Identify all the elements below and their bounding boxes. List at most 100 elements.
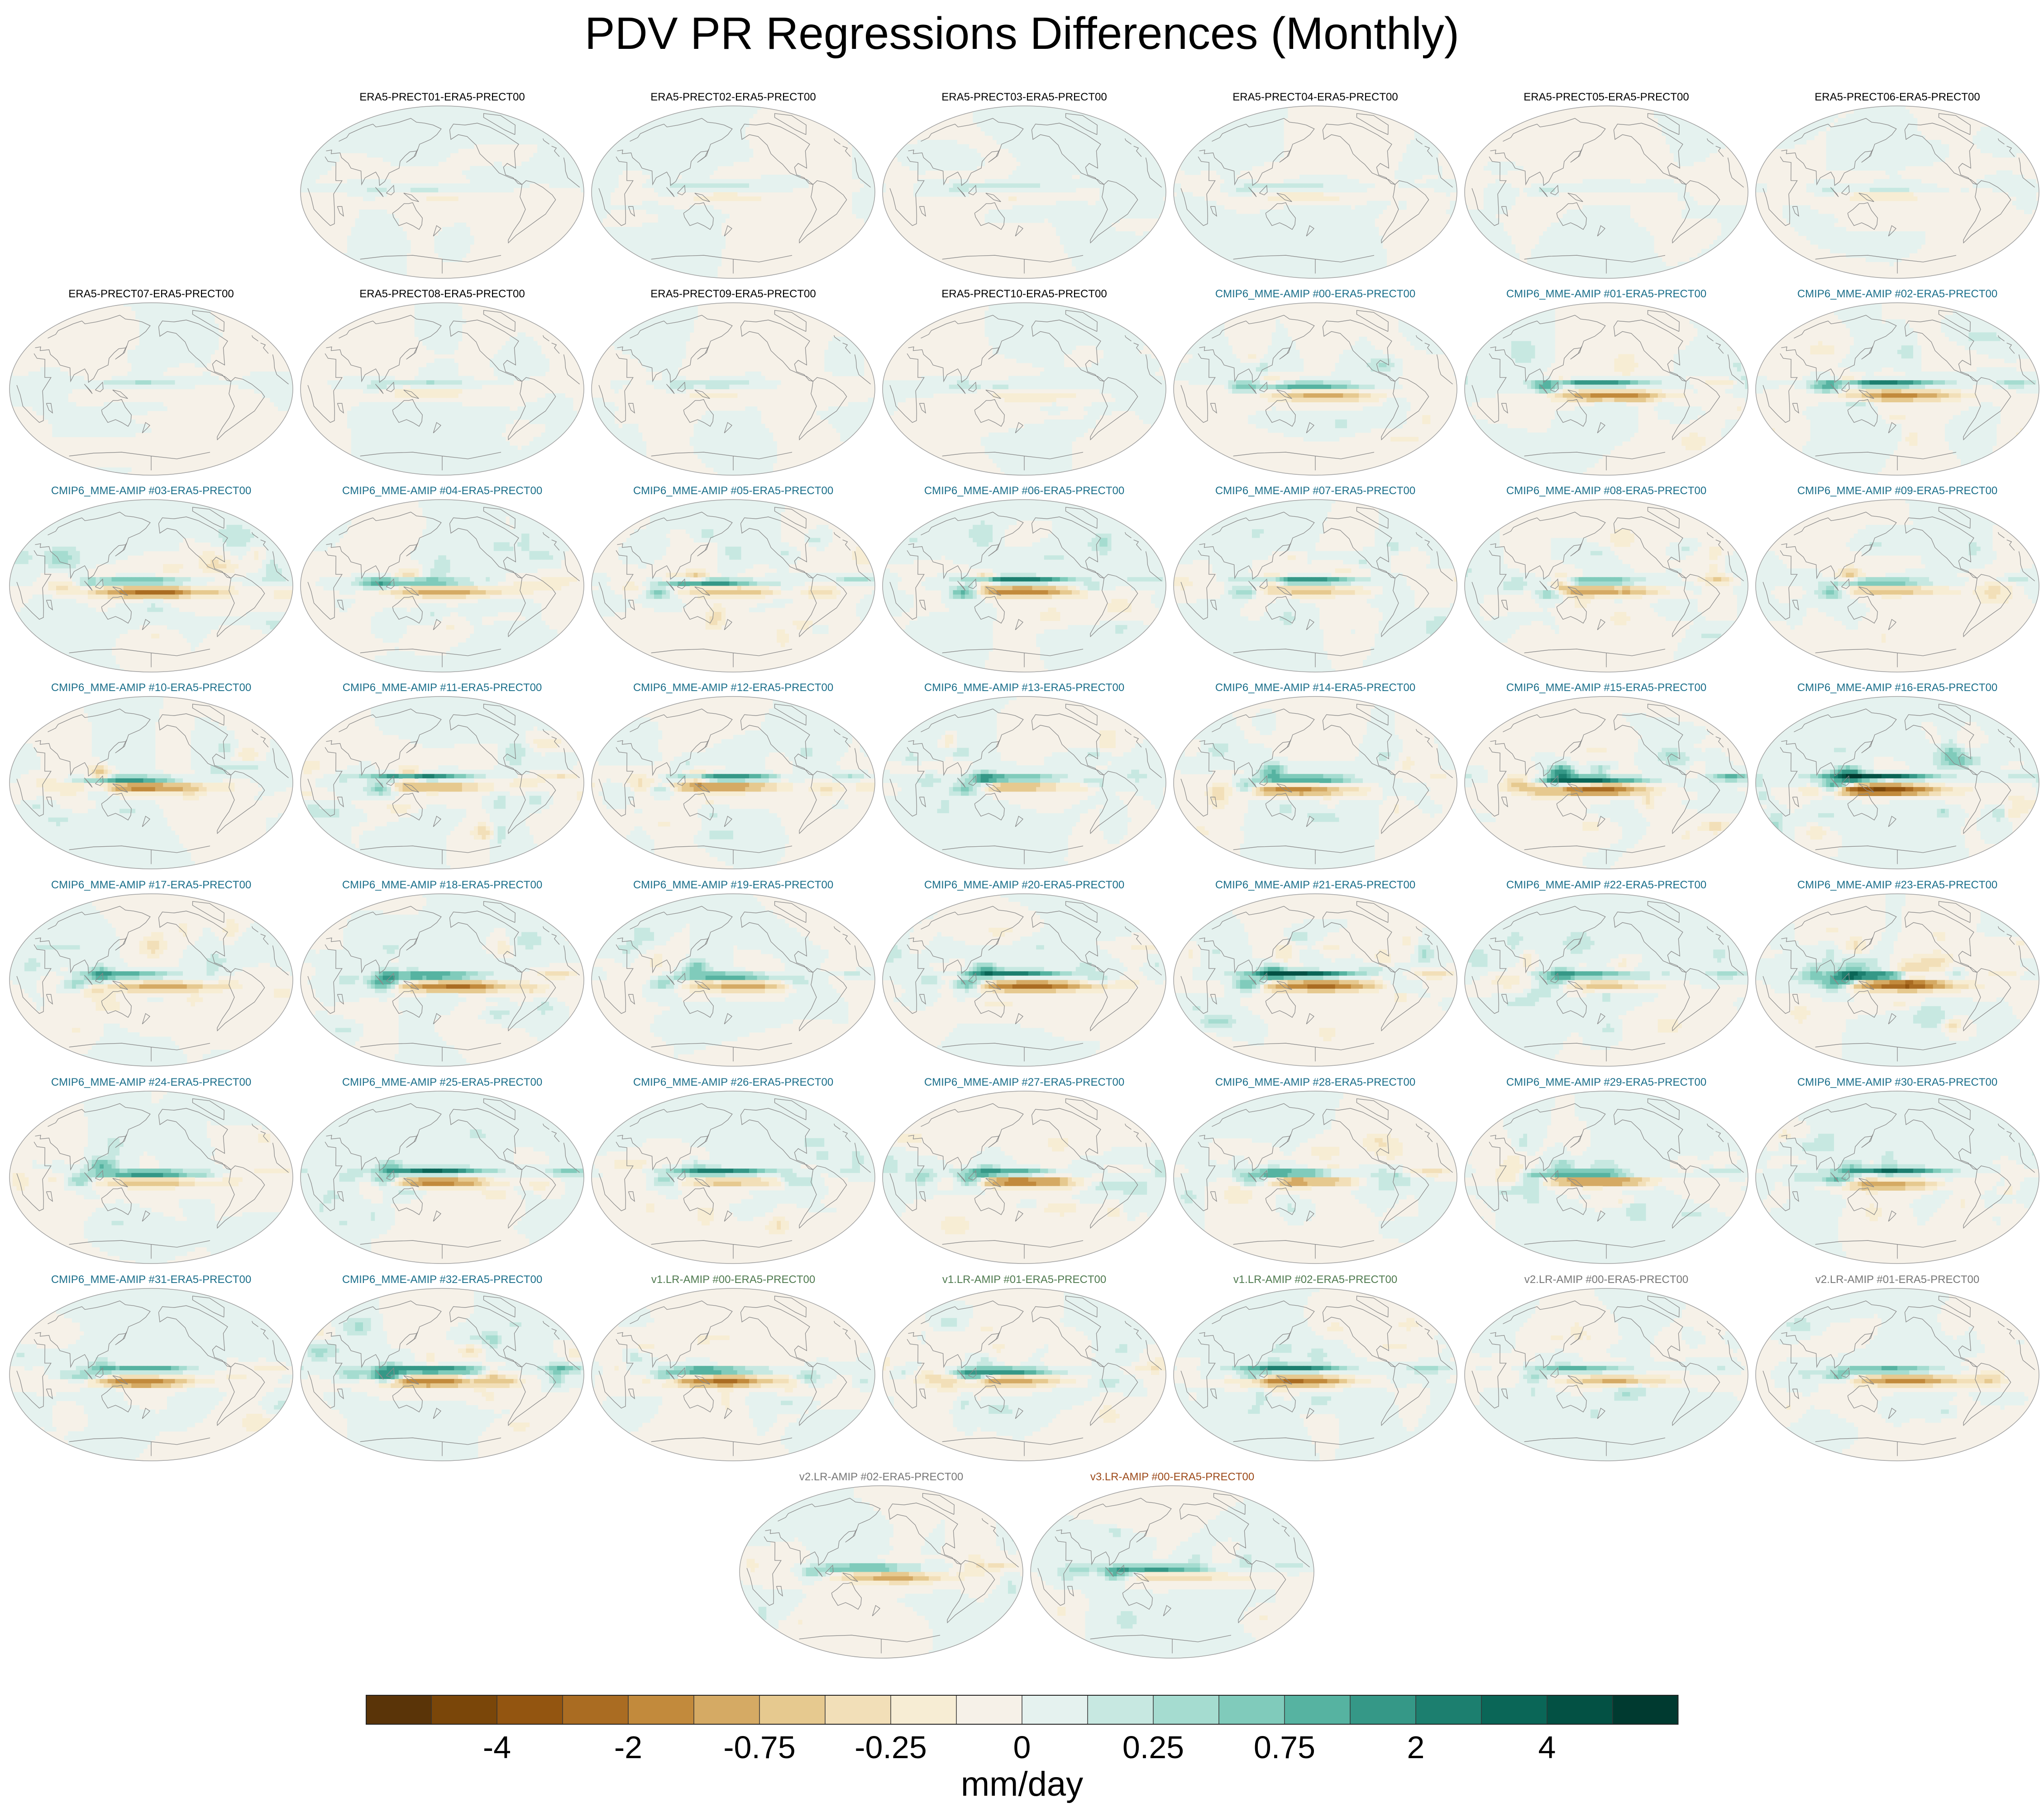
grid-cell — [1092, 223, 1096, 227]
grid-cell — [1438, 131, 1442, 136]
grid-cell — [634, 105, 638, 110]
grid-cell — [1159, 123, 1163, 127]
grid-cell — [607, 140, 611, 144]
grid-cell — [1135, 144, 1139, 149]
grid-cell — [1040, 153, 1044, 157]
grid-cell — [945, 192, 949, 197]
grid-cell — [1240, 148, 1244, 153]
grid-cell — [1147, 201, 1151, 205]
grid-cell — [387, 114, 391, 118]
grid-cell — [642, 244, 646, 249]
grid-cell — [1112, 205, 1116, 210]
grid-cell — [1248, 127, 1252, 131]
grid-cell — [1446, 105, 1450, 110]
grid-cell — [1076, 210, 1080, 214]
grid-cell — [1244, 127, 1248, 131]
grid-cell — [565, 144, 569, 149]
grid-cell — [1096, 153, 1100, 157]
grid-cell — [371, 140, 375, 144]
grid-cell — [622, 240, 626, 244]
grid-cell — [490, 105, 494, 110]
grid-cell — [1438, 140, 1442, 144]
grid-cell — [1096, 105, 1100, 110]
grid-cell — [363, 148, 367, 153]
grid-cell — [379, 227, 383, 232]
grid-cell — [913, 157, 917, 162]
grid-cell — [997, 188, 1001, 192]
grid-cell — [549, 157, 553, 162]
grid-cell — [1438, 123, 1442, 127]
grid-cell — [662, 148, 666, 153]
grid-cell — [1123, 192, 1127, 197]
grid-cell — [462, 127, 466, 131]
grid-cell — [690, 175, 694, 179]
grid-cell — [690, 266, 694, 271]
grid-cell — [367, 105, 371, 110]
grid-cell — [371, 144, 375, 149]
grid-cell — [634, 244, 638, 249]
grid-cell — [618, 144, 622, 149]
grid-cell — [713, 231, 717, 236]
grid-cell — [662, 231, 666, 236]
grid-cell — [1072, 170, 1076, 175]
grid-cell — [674, 166, 678, 171]
grid-cell — [367, 240, 371, 244]
grid-cell — [371, 262, 375, 267]
grid-cell — [422, 162, 426, 166]
grid-cell — [1028, 175, 1032, 179]
grid-cell — [1064, 105, 1068, 110]
grid-cell — [682, 266, 686, 271]
grid-cell — [1103, 162, 1108, 166]
grid-cell — [765, 188, 769, 192]
grid-cell — [1088, 144, 1092, 149]
grid-cell — [387, 266, 391, 271]
grid-cell — [690, 188, 694, 192]
grid-cell — [654, 166, 658, 171]
grid-cell — [1032, 110, 1036, 114]
grid-cell — [1108, 170, 1112, 175]
grid-cell — [1127, 231, 1132, 236]
grid-cell — [882, 127, 886, 131]
grid-cell — [658, 162, 662, 166]
grid-cell — [925, 166, 929, 171]
grid-cell — [383, 262, 387, 267]
grid-cell — [1173, 131, 1177, 136]
grid-cell — [347, 188, 351, 192]
grid-cell — [403, 162, 407, 166]
grid-cell — [387, 262, 391, 267]
grid-cell — [379, 153, 383, 157]
grid-cell — [363, 244, 367, 249]
grid-cell — [737, 148, 741, 153]
grid-cell — [886, 140, 890, 144]
grid-cell — [1056, 131, 1060, 136]
grid-cell — [1131, 249, 1135, 253]
grid-cell — [387, 135, 391, 140]
grid-cell — [611, 162, 615, 166]
grid-cell — [395, 157, 399, 162]
grid-cell — [1076, 205, 1080, 210]
grid-cell — [860, 166, 864, 171]
grid-cell — [1123, 123, 1127, 127]
grid-cell — [1080, 227, 1084, 232]
grid-cell — [1088, 148, 1092, 153]
grid-cell — [367, 140, 371, 144]
grid-cell — [1080, 236, 1084, 240]
grid-cell — [599, 253, 603, 258]
grid-cell — [694, 266, 698, 271]
grid-cell — [375, 188, 379, 192]
grid-cell — [324, 123, 328, 127]
grid-cell — [717, 123, 721, 127]
grid-cell — [1184, 127, 1189, 131]
grid-cell — [753, 196, 757, 201]
grid-cell — [466, 127, 470, 131]
grid-cell — [359, 131, 363, 136]
grid-cell — [737, 135, 741, 140]
grid-cell — [662, 127, 666, 131]
grid-cell — [789, 175, 793, 179]
grid-cell — [304, 110, 308, 114]
grid-cell — [514, 131, 518, 136]
grid-cell — [1131, 236, 1135, 240]
grid-cell — [615, 244, 619, 249]
grid-cell — [922, 192, 926, 197]
grid-cell — [607, 153, 611, 157]
